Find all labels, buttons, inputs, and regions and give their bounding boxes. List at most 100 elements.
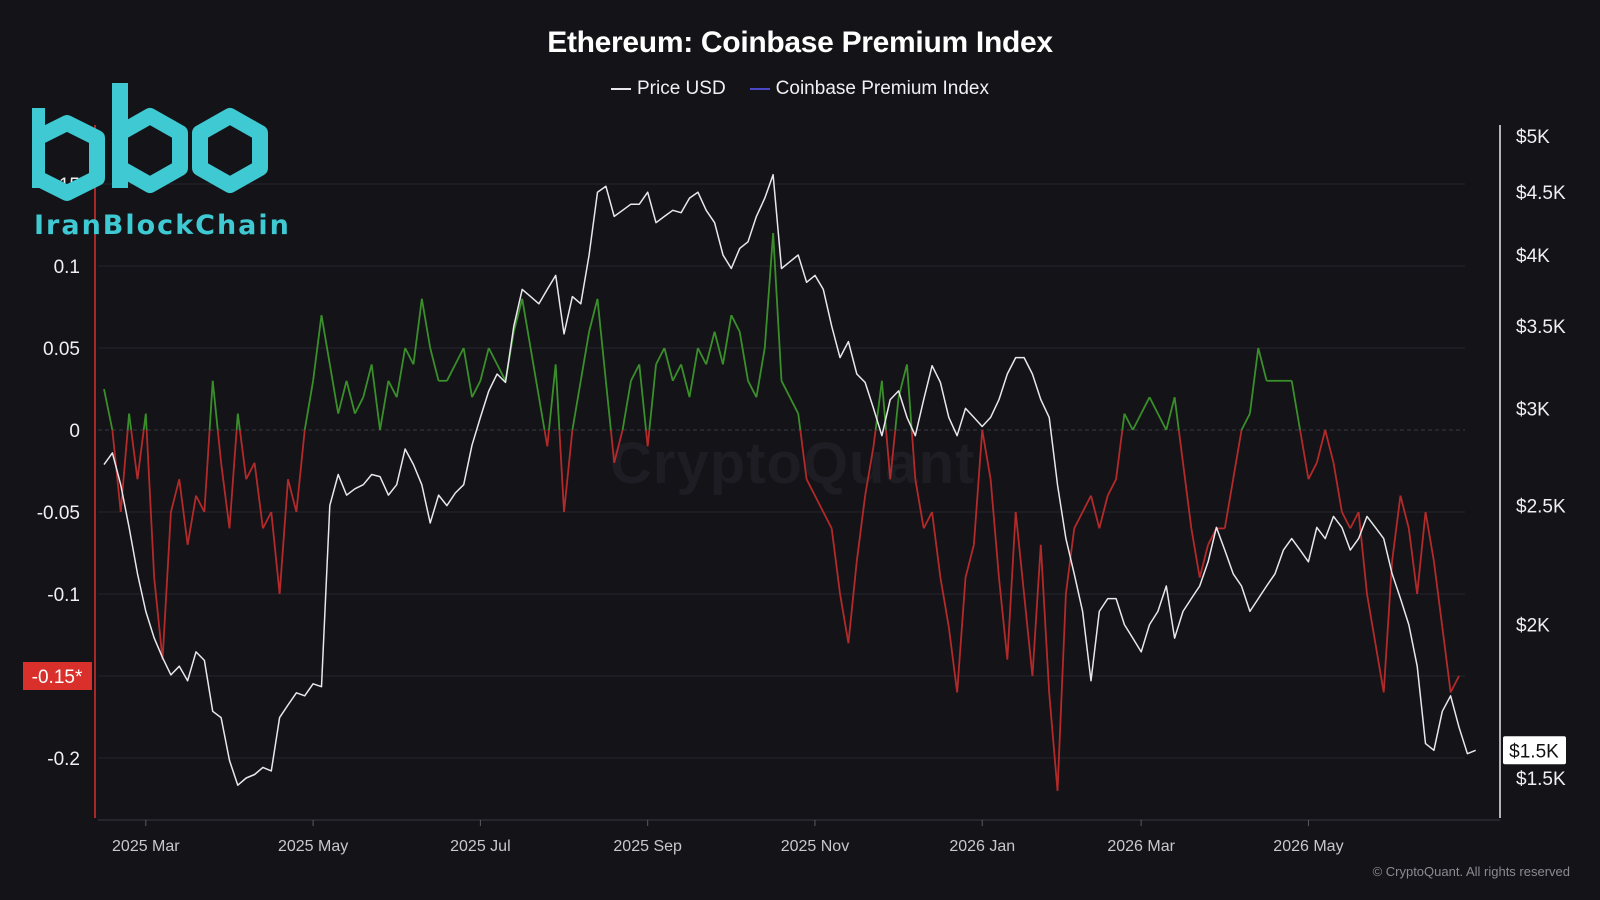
premium-segment bbox=[1341, 511, 1352, 529]
premium-segment bbox=[889, 429, 897, 480]
premium-segment bbox=[320, 315, 331, 365]
premium-segment bbox=[797, 413, 802, 431]
premium-segment bbox=[1382, 561, 1393, 693]
premium-segment bbox=[1140, 396, 1151, 415]
premium-segment bbox=[262, 511, 273, 529]
left-marker-label: -0.15* bbox=[32, 667, 83, 688]
copyright-text: © CryptoQuant. All rights reserved bbox=[1372, 864, 1570, 879]
premium-segment bbox=[1006, 511, 1017, 660]
premium-segment bbox=[558, 429, 565, 513]
premium-segment bbox=[521, 298, 532, 349]
premium-segment bbox=[855, 495, 867, 562]
premium-segment bbox=[354, 396, 365, 415]
premium-segment bbox=[216, 429, 222, 463]
premium-segment bbox=[981, 429, 992, 480]
premium-segment bbox=[1391, 495, 1402, 562]
premium-segment bbox=[1290, 380, 1301, 431]
premium-segment bbox=[972, 429, 984, 545]
premium-segment bbox=[1048, 692, 1059, 791]
right-marker-label: $1.5K bbox=[1509, 741, 1559, 762]
premium-segment bbox=[136, 429, 145, 480]
premium-segment bbox=[609, 429, 616, 463]
premium-segment bbox=[337, 380, 348, 414]
premium-segment bbox=[989, 479, 1000, 578]
premium-segment bbox=[236, 413, 241, 431]
premium-segment bbox=[379, 380, 390, 431]
premium-segment bbox=[1424, 511, 1435, 562]
premium-segment bbox=[420, 298, 432, 349]
premium-segment bbox=[1177, 429, 1184, 463]
premium-segment bbox=[1441, 626, 1452, 693]
premium-segment bbox=[630, 363, 641, 382]
left-tick-label: -0.1 bbox=[47, 585, 80, 606]
premium-segment bbox=[1157, 413, 1168, 431]
left-tick-label: -0.2 bbox=[47, 749, 80, 770]
premium-segment bbox=[680, 364, 691, 398]
premium-segment bbox=[462, 347, 473, 398]
premium-segment bbox=[604, 380, 612, 431]
premium-segment bbox=[548, 364, 557, 431]
premium-segment bbox=[763, 233, 775, 349]
premium-segment bbox=[1232, 429, 1243, 480]
premium-segment bbox=[1165, 396, 1176, 431]
premium-segment bbox=[1115, 429, 1124, 480]
premium-segment bbox=[1123, 413, 1134, 431]
premium-segment bbox=[1357, 511, 1368, 595]
right-tick-label: $1.5K bbox=[1516, 769, 1566, 790]
premium-segment bbox=[554, 364, 561, 431]
premium-segment bbox=[153, 577, 164, 660]
premium-segment bbox=[799, 429, 808, 480]
legend-label-premium: Coinbase Premium Index bbox=[775, 78, 989, 99]
premium-segment bbox=[922, 511, 933, 529]
premium-segment bbox=[1374, 643, 1385, 693]
premium-segment bbox=[621, 380, 632, 431]
legend-item-price[interactable]: Price USD bbox=[610, 78, 726, 100]
premium-segment bbox=[730, 314, 741, 333]
premium-segment bbox=[161, 511, 172, 660]
premium-segment bbox=[1131, 413, 1142, 431]
premium-segment bbox=[546, 429, 550, 447]
premium-segment bbox=[412, 298, 423, 365]
left-tick-label: 0.05 bbox=[43, 339, 80, 360]
premium-segment bbox=[1307, 462, 1318, 480]
x-tick-label: 2026 Mar bbox=[1107, 838, 1175, 855]
legend-item-premium[interactable]: Coinbase Premium Index bbox=[749, 78, 989, 100]
premium-segment bbox=[1449, 675, 1460, 693]
x-tick-label: 2025 May bbox=[278, 838, 348, 855]
premium-segment bbox=[847, 561, 858, 644]
premium-segment bbox=[103, 388, 114, 431]
premium-segment bbox=[814, 495, 825, 513]
premium-segment bbox=[747, 380, 758, 398]
iranblockchain-logo-icon bbox=[32, 83, 268, 201]
premium-segment bbox=[1349, 511, 1360, 529]
premium-segment bbox=[755, 347, 766, 398]
premium-segment bbox=[1324, 429, 1335, 464]
premium-segment bbox=[195, 495, 206, 513]
premium-segment bbox=[1366, 593, 1377, 644]
premium-segment bbox=[144, 413, 148, 431]
premium-segment bbox=[939, 577, 950, 627]
premium-segment bbox=[638, 364, 647, 431]
legend-swatch-premium bbox=[749, 88, 770, 90]
premium-segment bbox=[529, 347, 540, 398]
premium-segment bbox=[1090, 495, 1101, 529]
premium-segment bbox=[648, 364, 657, 431]
premium-segment bbox=[1198, 544, 1209, 578]
premium-segment bbox=[1148, 396, 1159, 415]
premium-segment bbox=[1416, 511, 1427, 595]
premium-segment bbox=[885, 429, 892, 480]
premium-segment bbox=[270, 511, 281, 595]
premium-segment bbox=[295, 429, 306, 513]
premium-segment bbox=[964, 544, 975, 578]
premium-segment bbox=[1098, 495, 1109, 529]
premium-segment bbox=[738, 331, 749, 381]
premium-segment bbox=[119, 429, 129, 513]
left-tick-label: 0 bbox=[69, 421, 80, 442]
premium-segment bbox=[208, 380, 214, 431]
premium-segment bbox=[512, 298, 524, 332]
premium-segment bbox=[839, 593, 850, 644]
premium-segment bbox=[1407, 528, 1419, 595]
premium-segment bbox=[571, 380, 582, 431]
left-tick-label: 0.1 bbox=[54, 257, 80, 278]
premium-segment bbox=[370, 364, 381, 431]
